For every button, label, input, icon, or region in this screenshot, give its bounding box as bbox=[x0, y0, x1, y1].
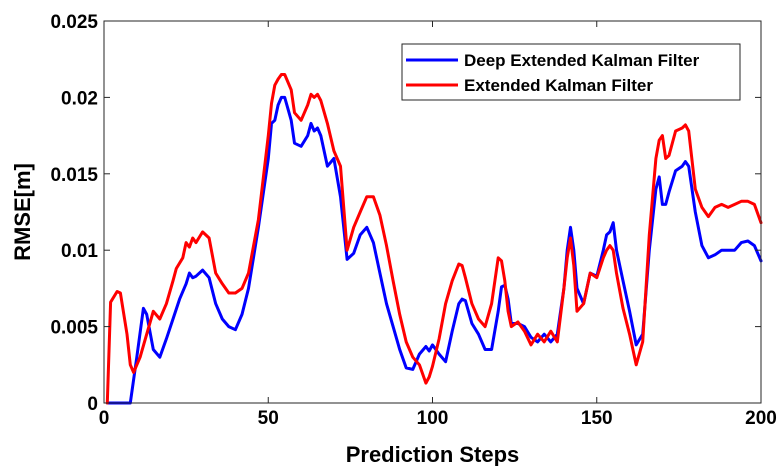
x-axis-title: Prediction Steps bbox=[346, 442, 520, 466]
x-tick-label: 0 bbox=[99, 408, 110, 429]
y-tick-label: 0.025 bbox=[50, 12, 98, 33]
x-tick-label: 200 bbox=[745, 408, 777, 429]
series-line-ekf bbox=[105, 73, 763, 405]
legend-label-deep-ekf: Deep Extended Kalman Filter bbox=[464, 51, 700, 70]
y-tick-label: 0 bbox=[87, 394, 98, 415]
y-tick-label: 0.015 bbox=[50, 165, 98, 186]
legend-box bbox=[401, 43, 741, 101]
series-line-deep-ekf bbox=[105, 95, 763, 405]
ticks-layer: 0 50 100 150 200 0 0.005 0.01 0.015 0.02 0.025 bbox=[50, 12, 776, 429]
x-tick-label: 100 bbox=[417, 408, 449, 429]
x-tick-label: 150 bbox=[581, 408, 613, 429]
x-tick-label: 50 bbox=[258, 408, 279, 429]
y-axis-title: RMSE[m] bbox=[10, 163, 35, 261]
series-layer bbox=[105, 73, 763, 405]
legend: Deep Extended Kalman Filter Extended Kal… bbox=[401, 43, 741, 101]
y-tick-label: 0.02 bbox=[61, 88, 98, 109]
legend-label-ekf: Extended Kalman Filter bbox=[464, 76, 653, 95]
y-tick-label: 0.005 bbox=[50, 318, 98, 339]
y-tick-label: 0.01 bbox=[61, 241, 98, 262]
